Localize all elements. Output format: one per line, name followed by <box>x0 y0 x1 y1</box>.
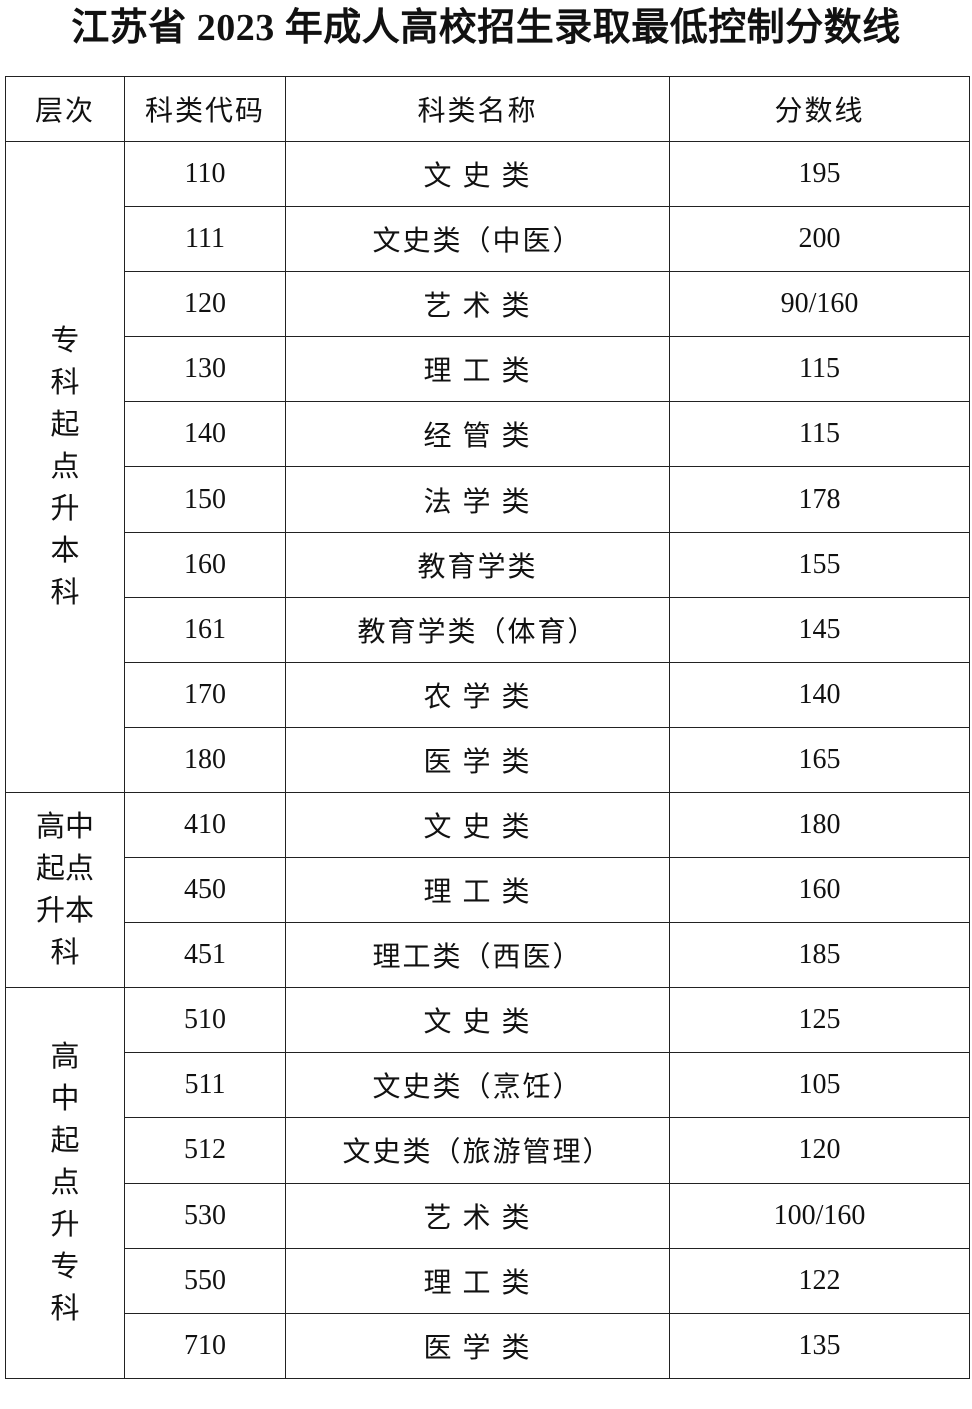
score-cell: 178 <box>669 466 970 533</box>
table-row: 130 理 工 类 115 <box>6 336 970 403</box>
name-cell: 理工类（西医） <box>285 922 670 989</box>
score-cell: 122 <box>669 1247 970 1314</box>
name-cell: 理 工 类 <box>285 857 670 924</box>
name-cell: 经 管 类 <box>285 401 670 468</box>
level-label: 高中起点升本科 <box>35 811 94 970</box>
table-row: 140 经 管 类 115 <box>6 401 970 468</box>
level-label: 专科起点升本科 <box>50 324 80 609</box>
code-cell: 120 <box>124 271 286 338</box>
name-cell: 农 学 类 <box>285 661 670 728</box>
code-cell: 410 <box>124 791 286 859</box>
code-cell: 161 <box>124 596 286 663</box>
name-cell: 艺 术 类 <box>285 271 670 338</box>
name-cell: 理 工 类 <box>285 1247 670 1314</box>
table-row: 高中起点升本科 410 文 史 类 180 <box>5 791 970 989</box>
score-cell: 115 <box>669 336 970 403</box>
name-cell: 艺 术 类 <box>285 1182 670 1249</box>
name-cell: 医 学 类 <box>285 1312 670 1379</box>
level-label: 高中起点升专科 <box>50 1041 80 1325</box>
level-cell: 高中起点升专科 <box>5 987 125 1379</box>
score-cell: 115 <box>669 401 970 468</box>
level-cell: 高中起点升本科 <box>5 791 125 989</box>
level-cell: 专科起点升本科 <box>5 141 125 793</box>
header-cell: 分数线 <box>669 76 970 142</box>
name-cell: 文史类（中医） <box>285 206 670 273</box>
code-cell: 140 <box>124 401 286 468</box>
score-cell: 145 <box>669 596 970 663</box>
name-cell: 文 史 类 <box>285 987 670 1054</box>
table-row: 451 理工类（西医） 185 <box>6 922 970 989</box>
code-cell: 450 <box>124 857 286 924</box>
table-row: 710 医 学 类 135 <box>6 1312 970 1379</box>
code-cell: 511 <box>124 1052 286 1119</box>
header-cell: 科类代码 <box>124 76 286 142</box>
score-cell: 185 <box>669 922 970 989</box>
score-cell: 200 <box>669 206 970 273</box>
score-cell: 155 <box>669 531 970 598</box>
score-cell: 135 <box>669 1312 970 1379</box>
table-row: 150 法 学 类 178 <box>6 466 970 533</box>
table-row: 高中起点升专科 510 文 史 类 125 <box>5 987 970 1379</box>
table-row: 530 艺 术 类 100/160 <box>6 1182 970 1249</box>
table-row: 111 文史类（中医） 200 <box>6 206 970 273</box>
table-row: 160 教育学类 155 <box>6 531 970 598</box>
code-cell: 180 <box>124 726 286 793</box>
name-cell: 文 史 类 <box>285 140 670 208</box>
code-cell: 150 <box>124 466 286 533</box>
score-cell: 120 <box>669 1117 970 1184</box>
table-row: 511 文史类（烹饪） 105 <box>6 1052 970 1119</box>
table-row: 专科起点升本科 110 文 史 类 195 <box>5 140 970 793</box>
table-row: 450 理 工 类 160 <box>6 857 970 924</box>
score-cell: 140 <box>669 661 970 728</box>
code-cell: 170 <box>124 661 286 728</box>
code-cell: 130 <box>124 336 286 403</box>
code-cell: 550 <box>124 1247 286 1314</box>
name-cell: 教育学类（体育） <box>285 596 670 663</box>
name-cell: 医 学 类 <box>285 726 670 793</box>
code-cell: 530 <box>124 1182 286 1249</box>
header-row: 层次 科类代码 科类名称 分数线 <box>5 76 970 142</box>
table-row: 180 医 学 类 165 <box>6 726 970 793</box>
table-row: 161 教育学类（体育） 145 <box>6 596 970 663</box>
table-row: 512 文史类（旅游管理） 120 <box>6 1117 970 1184</box>
score-cell: 100/160 <box>669 1182 970 1249</box>
name-cell: 教育学类 <box>285 531 670 598</box>
score-cell: 180 <box>669 791 970 859</box>
score-cell: 105 <box>669 1052 970 1119</box>
name-cell: 理 工 类 <box>285 336 670 403</box>
table-header: 层次 科类代码 科类名称 分数线 <box>5 76 970 142</box>
header-cell: 科类名称 <box>285 76 670 142</box>
code-cell: 710 <box>124 1312 286 1379</box>
name-cell: 法 学 类 <box>285 466 670 533</box>
code-cell: 110 <box>124 140 286 208</box>
code-cell: 512 <box>124 1117 286 1184</box>
score-cell: 125 <box>669 987 970 1054</box>
score-table: 层次 科类代码 科类名称 分数线 专科起点升本科 110 文 史 类 195 111 文史类（中… <box>5 76 970 1379</box>
code-cell: 160 <box>124 531 286 598</box>
table-row: 120 艺 术 类 90/160 <box>6 271 970 338</box>
name-cell: 文史类（旅游管理） <box>285 1117 670 1184</box>
header-cell: 层次 <box>5 76 125 142</box>
score-cell: 165 <box>669 726 970 793</box>
name-cell: 文史类（烹饪） <box>285 1052 670 1119</box>
table-row: 550 理 工 类 122 <box>6 1247 970 1314</box>
table-row: 170 农 学 类 140 <box>6 661 970 728</box>
code-cell: 111 <box>124 206 286 273</box>
code-cell: 510 <box>124 987 286 1054</box>
code-cell: 451 <box>124 922 286 989</box>
document-title: 江苏省 2023 年成人高校招生录取最低控制分数线 <box>71 7 901 49</box>
score-cell: 160 <box>669 857 970 924</box>
score-cell: 195 <box>669 140 970 208</box>
score-cell: 90/160 <box>669 271 970 338</box>
name-cell: 文 史 类 <box>285 791 670 859</box>
